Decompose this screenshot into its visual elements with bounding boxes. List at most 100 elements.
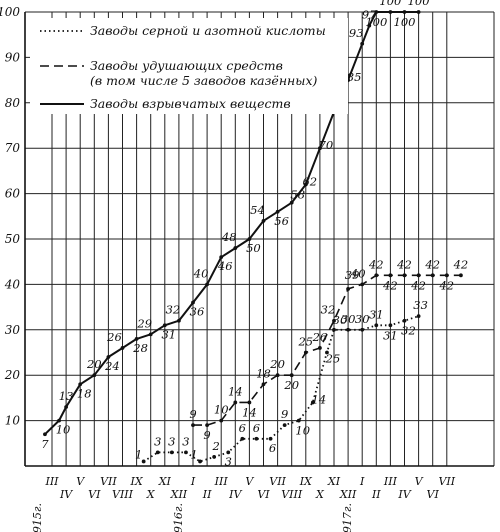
data-point	[254, 436, 259, 441]
data-point	[191, 423, 195, 428]
data-label: 32	[321, 303, 336, 317]
year-label: 1915г.	[31, 503, 44, 532]
x-tick-label: XII	[170, 488, 188, 501]
data-label: 42	[368, 257, 384, 271]
data-point	[332, 327, 336, 332]
data-label: 100	[394, 15, 416, 29]
y-tick-label: 20	[4, 368, 21, 382]
data-point	[346, 287, 350, 291]
legend-entry: (в том числе 5 заводов казённых)	[90, 73, 318, 88]
data-label: 32	[401, 324, 416, 338]
data-label: 30	[355, 312, 370, 326]
data-label: 62	[302, 175, 317, 189]
data-label: 9	[281, 407, 288, 421]
y-tick-label: 30	[5, 323, 21, 337]
data-label: 42	[410, 278, 426, 292]
legend-entry: Заводы взрывчатых веществ	[90, 96, 291, 111]
x-tick-label: VII	[269, 475, 286, 488]
x-tick-label: V	[415, 475, 424, 488]
data-label: 42	[424, 257, 440, 271]
data-label: 14	[242, 405, 257, 419]
x-axis: IIIIVVVIVIIVIIIIXXXIXIIIIIIIIIVVVIVIIVII…	[25, 465, 494, 532]
data-point	[268, 436, 273, 441]
x-tick-label: VIII	[112, 488, 134, 501]
data-point	[430, 273, 435, 278]
data-point	[275, 209, 280, 214]
data-point	[388, 273, 393, 278]
data-label: 29	[136, 316, 152, 330]
data-label: 36	[190, 305, 205, 319]
data-label: 3	[182, 434, 189, 448]
data-point	[374, 10, 379, 14]
data-label: 39	[345, 268, 360, 282]
y-tick-label: 90	[5, 50, 21, 64]
data-label: 25	[325, 352, 341, 366]
series-line	[193, 274, 461, 426]
x-tick-label: X	[315, 488, 325, 501]
data-point	[360, 41, 365, 46]
data-label: 31	[161, 327, 176, 341]
x-tick-label: XI	[327, 475, 341, 488]
data-point	[162, 323, 167, 328]
data-label: 6	[253, 421, 260, 435]
data-point	[261, 218, 266, 223]
data-label: 10	[214, 403, 229, 417]
data-point	[64, 405, 68, 409]
data-point	[205, 423, 210, 428]
data-label: 2	[211, 439, 219, 453]
data-label: 1	[135, 447, 142, 461]
data-label: 50	[246, 241, 261, 255]
data-point	[402, 273, 407, 278]
data-point	[318, 146, 322, 151]
data-point	[240, 436, 245, 441]
data-point	[169, 450, 174, 455]
x-tick-label: X	[146, 488, 156, 501]
y-axis: 10 20 30 40 50 60 70 80 90 100	[0, 5, 26, 466]
data-label: 9	[189, 407, 196, 421]
data-point	[43, 432, 47, 437]
data-point	[296, 418, 301, 423]
data-label: 100	[408, 0, 430, 8]
x-tick-label: IV	[59, 488, 73, 501]
data-label: 3	[154, 434, 161, 448]
x-tick-label: II	[202, 488, 212, 501]
x-tick-label: VI	[257, 488, 270, 501]
y-tick-label: 80	[5, 96, 21, 110]
legend-entry: Заводы удушающих средств	[90, 58, 283, 73]
y-tick-label: 70	[5, 141, 21, 155]
data-point	[57, 418, 61, 423]
legend-entry: Заводы серной и азотной кислоты	[90, 23, 326, 38]
data-point	[416, 273, 421, 278]
data-label: 14	[228, 384, 243, 398]
data-label: 85	[347, 70, 362, 84]
data-point	[367, 23, 372, 28]
data-point	[219, 255, 224, 260]
legend: Заводы серной и азотной кислоты Заводы уд…	[30, 18, 348, 114]
data-point	[212, 455, 217, 459]
x-tick-label: VI	[427, 488, 440, 501]
x-tick-label: IV	[397, 488, 411, 501]
data-point	[374, 323, 379, 328]
data-label: 20	[283, 378, 299, 392]
data-point	[325, 350, 329, 355]
data-label: 40	[193, 266, 209, 280]
grid	[25, 11, 495, 466]
data-label: 13	[59, 389, 74, 403]
data-label: 3	[168, 434, 175, 448]
x-tick-label: IX	[130, 475, 144, 488]
x-tick-label: V	[245, 475, 254, 488]
data-label: 42	[438, 278, 454, 292]
data-point	[289, 200, 294, 205]
x-tick-label: II	[371, 488, 381, 501]
data-label: 3	[225, 454, 232, 468]
data-label: 40	[350, 266, 366, 280]
data-label: 31	[383, 328, 398, 342]
x-tick-label: I	[359, 475, 365, 488]
data-point	[148, 332, 153, 337]
year-label: 1916г.	[172, 503, 185, 532]
data-point	[289, 373, 294, 378]
data-point	[346, 327, 350, 332]
data-point	[219, 418, 224, 423]
